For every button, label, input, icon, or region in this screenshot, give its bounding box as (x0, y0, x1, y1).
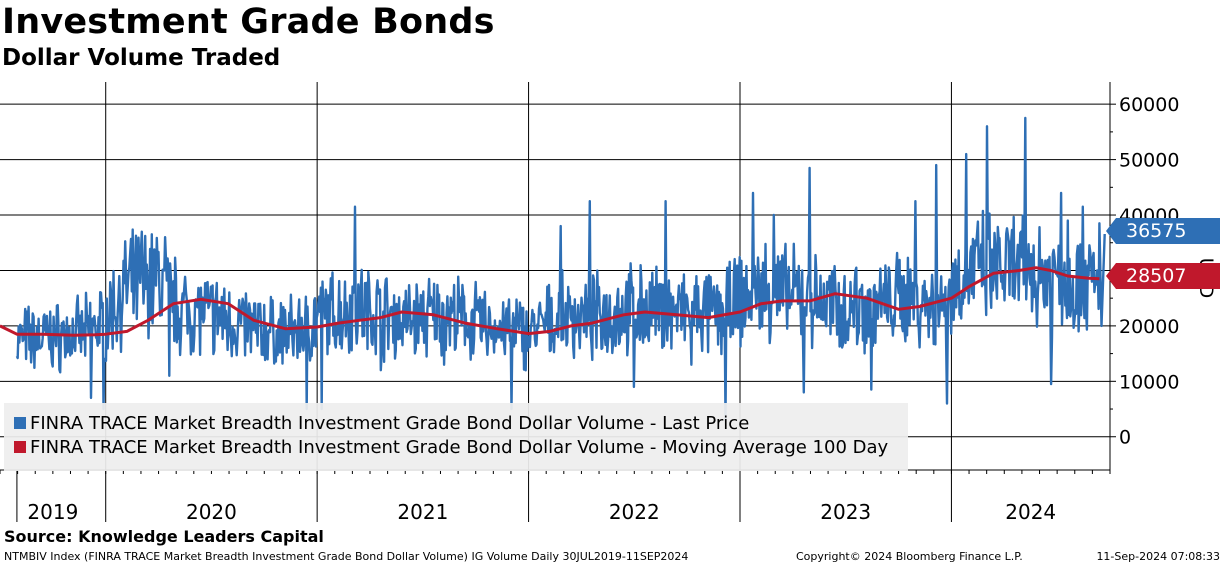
ytick-label: 60000 (1119, 94, 1179, 116)
ytick-label: 0 (1119, 427, 1131, 449)
legend-item-last-price: FINRA TRACE Market Breadth Investment Gr… (14, 413, 749, 434)
legend-item-moving-average: FINRA TRACE Market Breadth Investment Gr… (14, 437, 888, 458)
footer-index-info: NTMBIV Index (FINRA TRACE Market Breadth… (4, 550, 689, 563)
last-price-tag: 36575 (1106, 218, 1220, 244)
source-note: Source: Knowledge Leaders Capital (4, 527, 324, 546)
gridlines (0, 82, 1110, 522)
year-label: 2024 (1005, 500, 1056, 524)
year-label: 2019 (27, 500, 78, 524)
legend: FINRA TRACE Market Breadth Investment Gr… (4, 403, 908, 471)
series-layer (0, 116, 1106, 422)
series-line-last-price (15, 116, 1106, 422)
moving-average-tag: 28507 (1106, 263, 1220, 289)
ytick-label: 10000 (1119, 371, 1179, 393)
year-label: 2023 (820, 500, 871, 524)
legend-label-last-price: FINRA TRACE Market Breadth Investment Gr… (30, 413, 750, 434)
chart-subtitle: Dollar Volume Traded (2, 45, 281, 71)
footer-timestamp: 11-Sep-2024 07:08:33 (1096, 550, 1220, 563)
legend-swatch-last-price (14, 417, 26, 429)
series-line-moving-average (0, 266, 1100, 337)
ytick-label: 20000 (1119, 316, 1179, 338)
chart-title: Investment Grade Bonds (2, 2, 495, 42)
legend-swatch-moving-average (14, 441, 26, 453)
year-label: 2021 (397, 500, 448, 524)
footer-copyright: Copyright© 2024 Bloomberg Finance L.P. (796, 550, 1023, 563)
year-label: 2022 (609, 500, 660, 524)
legend-label-moving-average: FINRA TRACE Market Breadth Investment Gr… (30, 437, 889, 458)
year-label: 2020 (186, 500, 237, 524)
ytick-label: 50000 (1119, 150, 1179, 172)
year-axis: 2019 2020 2021 2022 2023 2024 (0, 469, 1111, 524)
